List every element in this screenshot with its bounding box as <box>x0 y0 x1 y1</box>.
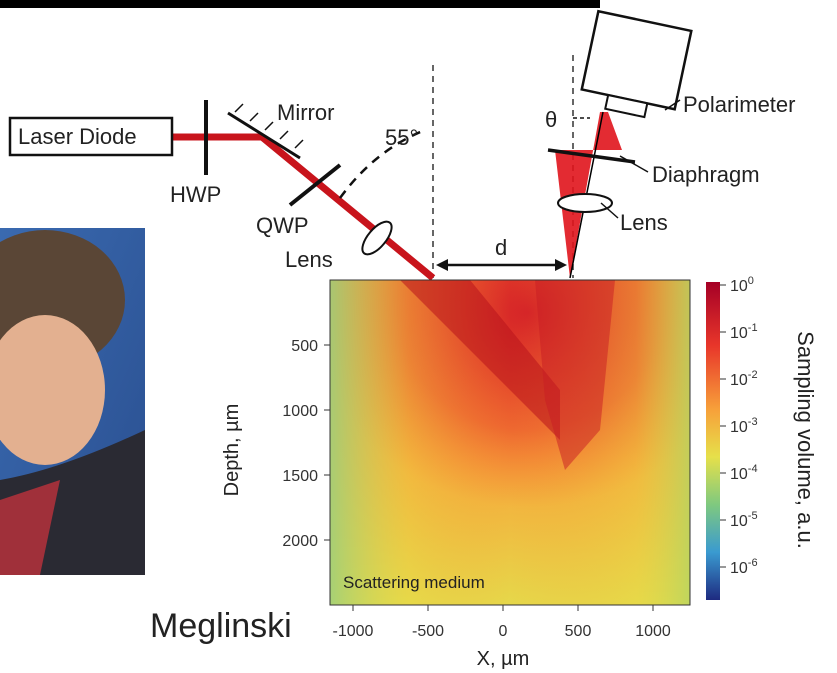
colorbar-tick-exp: 0 <box>748 275 754 287</box>
y-tick-label: 1000 <box>282 403 318 420</box>
colorbar-tick-label: 10-1 <box>730 322 758 342</box>
x-axis-label: X, µm <box>477 648 530 670</box>
colorbar-tick-exp: -3 <box>748 416 758 428</box>
qwp-label: QWP <box>256 213 309 238</box>
angle-label: 55° <box>385 125 418 150</box>
heatmap <box>330 280 690 605</box>
colorbar-tick-label: 10-6 <box>730 557 758 577</box>
colorbar-tick-exp: -2 <box>748 369 758 381</box>
colorbar-tick-base: 10 <box>730 513 748 530</box>
distance-label: d <box>495 235 507 260</box>
colorbar-tick-base: 10 <box>730 466 748 483</box>
polarimeter-label: Polarimeter <box>683 92 795 117</box>
diaphragm-label: Diaphragm <box>652 162 760 187</box>
colorbar-tick-base: 10 <box>730 560 748 577</box>
hwp-label: HWP <box>170 182 221 207</box>
colorbar-tick-base: 10 <box>730 278 748 295</box>
caption: Meglinski <box>150 607 292 645</box>
medium-label: Scattering medium <box>343 573 485 592</box>
y-tick-label: 1500 <box>282 468 318 485</box>
colorbar-tick-label: 10-5 <box>730 510 758 530</box>
colorbar-tick-base: 10 <box>730 372 748 389</box>
y-tick-label: 2000 <box>282 533 318 550</box>
colorbar-label: Sampling volume, a.u. <box>793 331 818 549</box>
x-tick-label: 500 <box>565 623 592 640</box>
x-tick-label: 1000 <box>635 623 671 640</box>
theta-label: θ <box>545 107 557 132</box>
portrait-photo <box>0 228 145 575</box>
colorbar-tick-exp: -6 <box>748 557 758 569</box>
x-tick-label: -500 <box>412 623 444 640</box>
lens-out-label: Lens <box>620 210 668 235</box>
y-axis-label: Depth, µm <box>221 404 243 497</box>
x-tick-label: -1000 <box>333 623 374 640</box>
colorbar-tick-base: 10 <box>730 419 748 436</box>
colorbar-tick-label: 10-2 <box>730 369 758 389</box>
heading-fragment <box>0 0 600 8</box>
colorbar-tick-label: 100 <box>730 275 754 295</box>
lens-in-label: Lens <box>285 247 333 272</box>
colorbar-tick-exp: -4 <box>748 463 758 475</box>
colorbar-tick-exp: -5 <box>748 510 758 522</box>
x-tick-label: 0 <box>499 623 508 640</box>
colorbar-tick-exp: -1 <box>748 322 758 334</box>
mirror-label: Mirror <box>277 100 334 125</box>
colorbar <box>706 282 720 600</box>
colorbar-tick-base: 10 <box>730 325 748 342</box>
y-tick-label: 500 <box>291 338 318 355</box>
colorbar-tick-label: 10-4 <box>730 463 758 483</box>
colorbar-tick-label: 10-3 <box>730 416 758 436</box>
slide: Meglinski Laser Diode HWP Mirror QWP Len… <box>0 0 837 673</box>
laser-label: Laser Diode <box>18 124 137 149</box>
